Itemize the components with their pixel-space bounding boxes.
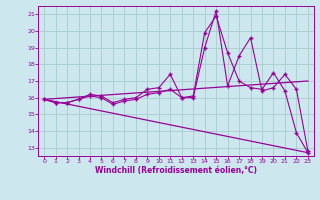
X-axis label: Windchill (Refroidissement éolien,°C): Windchill (Refroidissement éolien,°C) [95,166,257,175]
